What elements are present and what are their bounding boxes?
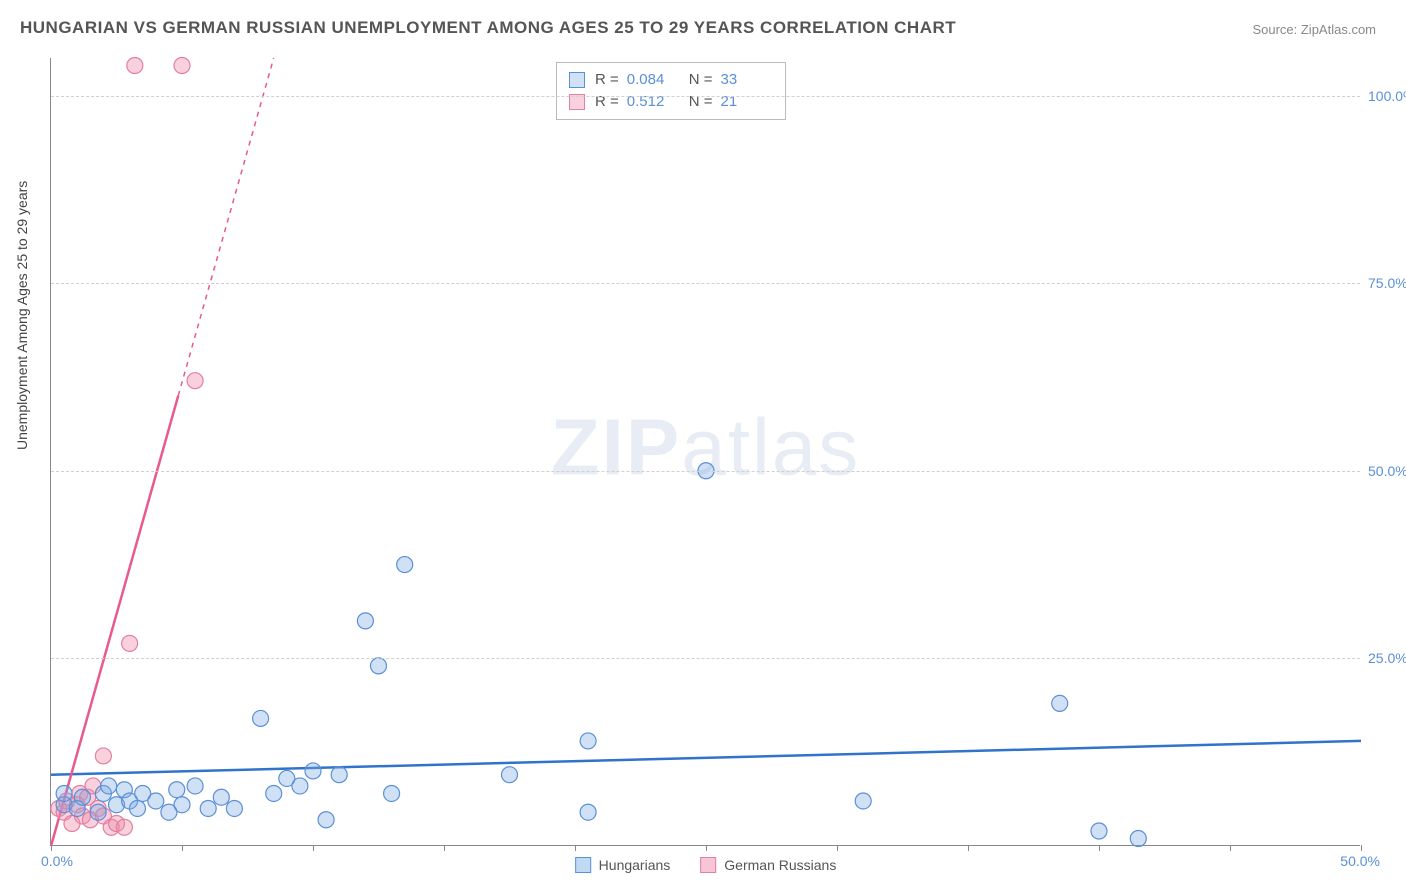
x-tick-max: 50.0% — [1340, 853, 1380, 869]
legend-item-german-russians: German Russians — [700, 857, 836, 873]
legend-label: Hungarians — [599, 857, 671, 873]
r-value-hungarians: 0.084 — [627, 69, 679, 91]
chart-container: HUNGARIAN VS GERMAN RUSSIAN UNEMPLOYMENT… — [0, 0, 1406, 892]
y-tick-label: 50.0% — [1368, 463, 1406, 479]
x-tick-mark — [313, 845, 314, 851]
source-label: Source: ZipAtlas.com — [1252, 22, 1376, 37]
gridline — [51, 471, 1360, 472]
x-tick-mark — [575, 845, 576, 851]
x-tick-mark — [1099, 845, 1100, 851]
n-value-hungarians: 33 — [721, 69, 773, 91]
x-tick-mark — [706, 845, 707, 851]
swatch-hungarians — [569, 72, 585, 88]
y-axis-label: Unemployment Among Ages 25 to 29 years — [14, 181, 30, 450]
y-tick-label: 25.0% — [1368, 650, 1406, 666]
y-tick-label: 75.0% — [1368, 275, 1406, 291]
chart-svg — [51, 58, 1361, 846]
x-tick-mark — [444, 845, 445, 851]
x-tick-mark — [51, 845, 52, 851]
chart-title: HUNGARIAN VS GERMAN RUSSIAN UNEMPLOYMENT… — [20, 18, 956, 38]
x-tick-mark — [1230, 845, 1231, 851]
r-value-german-russians: 0.512 — [627, 91, 679, 113]
legend-item-hungarians: Hungarians — [575, 857, 671, 873]
x-tick-mark — [182, 845, 183, 851]
n-value-german-russians: 21 — [721, 91, 773, 113]
x-tick-mark — [1361, 845, 1362, 851]
plot-area: ZIPatlas R = 0.084 N = 33 R = 0.512 N = … — [50, 58, 1360, 846]
swatch-icon — [700, 857, 716, 873]
gridline — [51, 283, 1360, 284]
x-tick-min: 0.0% — [41, 853, 73, 869]
correlation-legend: R = 0.084 N = 33 R = 0.512 N = 21 — [556, 62, 786, 120]
legend-label: German Russians — [724, 857, 836, 873]
gridline — [51, 96, 1360, 97]
y-tick-label: 100.0% — [1368, 88, 1406, 104]
series-legend: Hungarians German Russians — [575, 857, 837, 873]
legend-row-german-russians: R = 0.512 N = 21 — [569, 91, 773, 113]
legend-row-hungarians: R = 0.084 N = 33 — [569, 69, 773, 91]
swatch-icon — [575, 857, 591, 873]
x-tick-mark — [837, 845, 838, 851]
gridline — [51, 658, 1360, 659]
x-tick-mark — [968, 845, 969, 851]
